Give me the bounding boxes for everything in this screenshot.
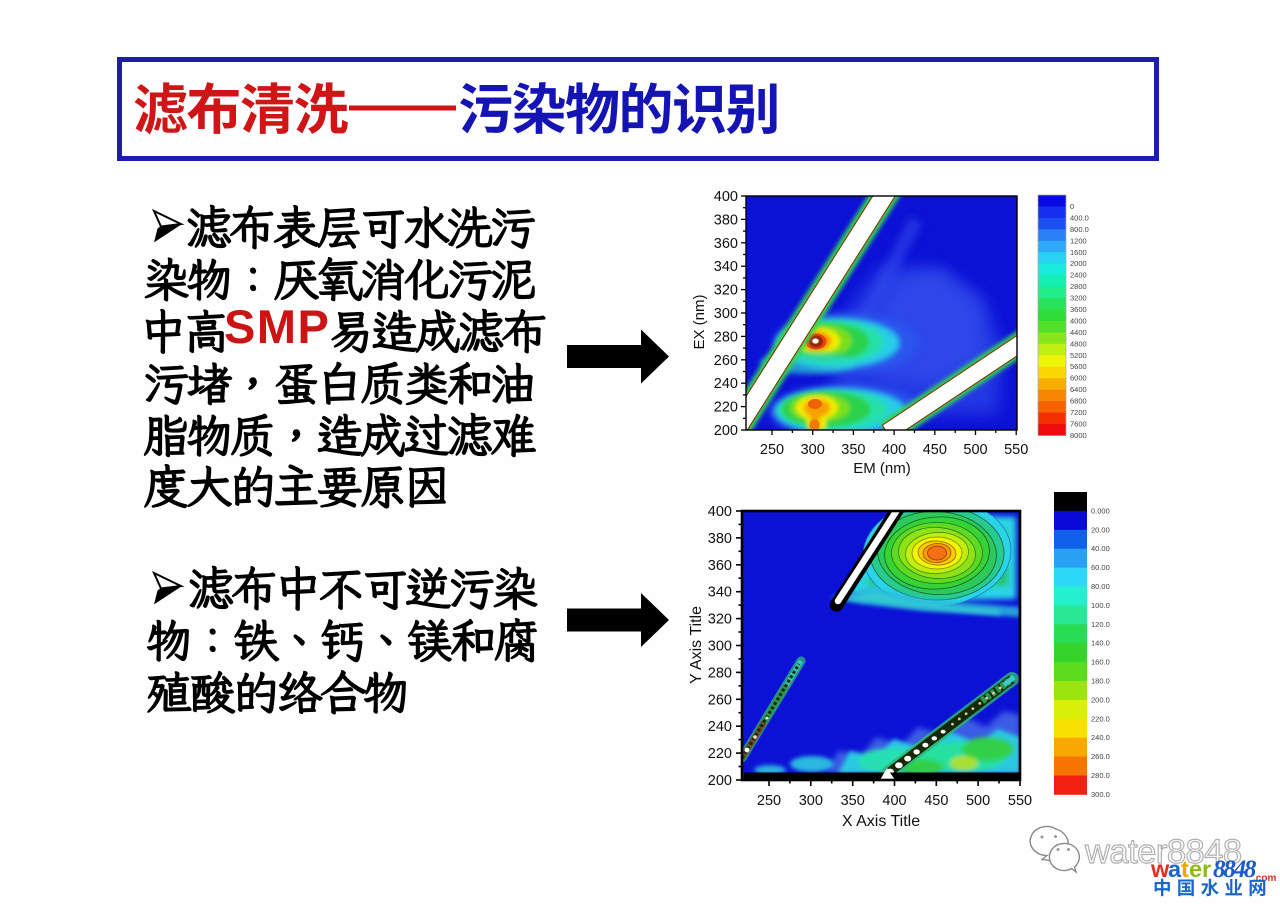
- svg-text:3600: 3600: [1070, 305, 1087, 314]
- svg-text:8000: 8000: [1070, 431, 1087, 440]
- svg-text:400: 400: [882, 793, 906, 809]
- svg-text:Y Axis Title: Y Axis Title: [688, 606, 705, 684]
- svg-text:5600: 5600: [1070, 362, 1087, 371]
- svg-text:350: 350: [841, 442, 865, 458]
- svg-text:400.0: 400.0: [1070, 213, 1089, 222]
- svg-text:240: 240: [708, 719, 732, 735]
- svg-text:w: w: [1150, 856, 1170, 882]
- svg-text:280: 280: [714, 329, 738, 345]
- svg-text:260: 260: [714, 353, 738, 369]
- svg-text:0: 0: [1070, 202, 1074, 211]
- svg-text:220.0: 220.0: [1091, 714, 1110, 723]
- svg-text:340: 340: [708, 585, 732, 601]
- svg-text:100.0: 100.0: [1091, 601, 1110, 610]
- svg-text:6000: 6000: [1070, 374, 1087, 383]
- svg-text:400: 400: [714, 189, 738, 205]
- svg-text:e: e: [1189, 856, 1202, 882]
- svg-text:200: 200: [714, 423, 738, 439]
- svg-text:5200: 5200: [1070, 351, 1087, 360]
- svg-text:350: 350: [841, 793, 865, 809]
- svg-text:240.0: 240.0: [1091, 733, 1110, 742]
- svg-text:6400: 6400: [1070, 385, 1087, 394]
- svg-text:160.0: 160.0: [1091, 658, 1110, 667]
- svg-text:450: 450: [924, 793, 948, 809]
- svg-text:2000: 2000: [1070, 259, 1087, 268]
- svg-text:4400: 4400: [1070, 328, 1087, 337]
- svg-text:380: 380: [714, 212, 738, 228]
- svg-text:280.0: 280.0: [1091, 771, 1110, 780]
- svg-text:450: 450: [923, 442, 947, 458]
- svg-text:340: 340: [714, 259, 738, 275]
- svg-text:250: 250: [760, 442, 784, 458]
- svg-text:1600: 1600: [1070, 248, 1087, 257]
- svg-text:8848: 8848: [1213, 856, 1257, 883]
- svg-text:2400: 2400: [1070, 271, 1087, 280]
- svg-text:300: 300: [714, 306, 738, 322]
- svg-text:220: 220: [714, 400, 738, 416]
- svg-text:400: 400: [708, 504, 732, 520]
- svg-text:800.0: 800.0: [1070, 225, 1089, 234]
- svg-text:EM (nm): EM (nm): [853, 460, 911, 477]
- svg-text:300: 300: [801, 442, 825, 458]
- svg-text:360: 360: [714, 236, 738, 252]
- svg-text:7200: 7200: [1070, 408, 1087, 417]
- svg-text:260.0: 260.0: [1091, 752, 1110, 761]
- svg-text:120.0: 120.0: [1091, 620, 1110, 629]
- svg-text:200: 200: [708, 773, 732, 789]
- svg-text:80.00: 80.00: [1091, 582, 1110, 591]
- svg-text:.com: .com: [1253, 873, 1276, 884]
- svg-text:240: 240: [714, 376, 738, 392]
- svg-text:280: 280: [708, 665, 732, 681]
- svg-text:260: 260: [708, 692, 732, 708]
- svg-text:320: 320: [714, 283, 738, 299]
- svg-text:6800: 6800: [1070, 397, 1087, 406]
- svg-text:water8848: water8848: [1084, 833, 1242, 871]
- svg-text:40.00: 40.00: [1091, 544, 1110, 553]
- svg-text:7600: 7600: [1070, 420, 1087, 429]
- svg-text:360: 360: [708, 558, 732, 574]
- svg-text:550: 550: [1004, 442, 1028, 458]
- svg-text:60.00: 60.00: [1091, 563, 1110, 572]
- svg-text:550: 550: [1008, 793, 1032, 809]
- svg-text:500: 500: [966, 793, 990, 809]
- svg-text:4000: 4000: [1070, 316, 1087, 325]
- svg-text:400: 400: [882, 442, 906, 458]
- svg-text:a: a: [1168, 856, 1182, 882]
- svg-text:2800: 2800: [1070, 282, 1087, 291]
- svg-text:500: 500: [963, 442, 987, 458]
- svg-text:SMP: SMP: [224, 300, 330, 353]
- svg-text:1200: 1200: [1070, 236, 1087, 245]
- svg-text:250: 250: [757, 793, 781, 809]
- svg-text:300.0: 300.0: [1091, 790, 1110, 799]
- svg-text:300: 300: [708, 639, 732, 655]
- svg-text:20.00: 20.00: [1091, 525, 1110, 534]
- svg-text:t: t: [1181, 856, 1189, 882]
- svg-text:380: 380: [708, 531, 732, 547]
- svg-text:300: 300: [799, 793, 823, 809]
- svg-text:r: r: [1202, 856, 1211, 882]
- svg-text:X Axis Title: X Axis Title: [842, 813, 920, 830]
- svg-text:180.0: 180.0: [1091, 677, 1110, 686]
- svg-text:0.000: 0.000: [1091, 506, 1110, 515]
- svg-text:3200: 3200: [1070, 294, 1087, 303]
- svg-text:140.0: 140.0: [1091, 639, 1110, 648]
- svg-text:220: 220: [708, 746, 732, 762]
- svg-text:320: 320: [708, 612, 732, 628]
- svg-text:4800: 4800: [1070, 339, 1087, 348]
- svg-text:200.0: 200.0: [1091, 695, 1110, 704]
- svg-text:EX (nm): EX (nm): [691, 294, 708, 349]
